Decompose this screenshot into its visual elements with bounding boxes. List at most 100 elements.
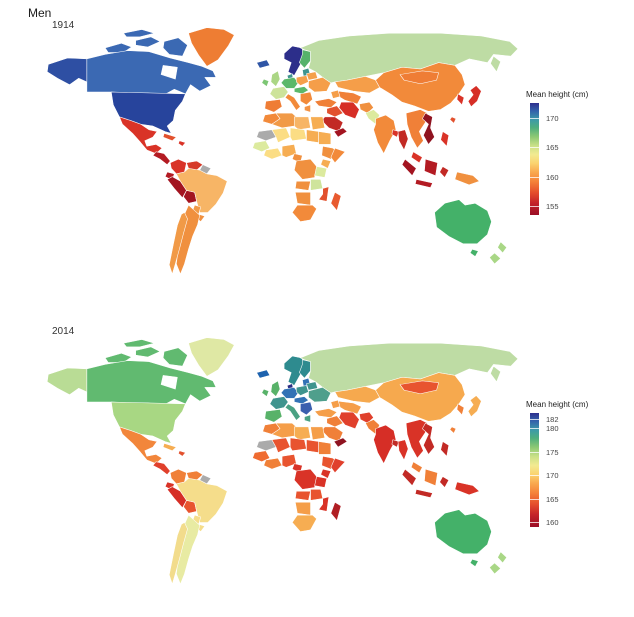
region-greece: [304, 104, 311, 113]
region-arctic3: [162, 347, 188, 367]
legend-tick-mark: [530, 419, 539, 420]
region-arctic2: [135, 36, 161, 48]
region-chile: [168, 522, 188, 585]
region-tasmania: [469, 558, 479, 567]
region-canada: [86, 360, 217, 406]
region-venezuela: [186, 470, 204, 481]
region-italy: [284, 93, 301, 111]
region-somalia: [330, 147, 346, 164]
region-arctic4: [123, 339, 155, 348]
region-drcongo: [293, 158, 317, 180]
region-taiwan: [449, 116, 457, 124]
region-somalia: [330, 457, 346, 474]
region-mexico: [119, 116, 163, 154]
region-namibia: [295, 501, 311, 516]
region-iran: [338, 411, 360, 429]
legend-tick-mark: [530, 206, 539, 207]
region-zambia: [310, 179, 324, 191]
region-australia: [434, 509, 492, 554]
region-borneo: [424, 468, 438, 486]
legend-colorbar-1914: 170 165 160 155: [526, 103, 626, 221]
region-belarus: [306, 71, 318, 81]
region-japan: [467, 395, 482, 417]
region-arctic1: [104, 353, 132, 363]
region-newguinea: [454, 171, 480, 186]
region-venezuela: [186, 160, 204, 171]
region-italy: [284, 403, 301, 421]
region-sulawesi: [439, 476, 450, 488]
region-colombia: [169, 158, 187, 175]
region-china: [375, 372, 466, 422]
region-turkey: [314, 98, 338, 108]
region-mali: [271, 437, 291, 453]
region-philippines: [440, 131, 450, 147]
region-malaysia: [410, 461, 423, 474]
region-sulawesi: [439, 166, 450, 178]
region-caucasus: [330, 399, 341, 409]
region-madagascar: [330, 501, 342, 521]
region-seasia: [405, 109, 428, 149]
region-caucasus: [330, 89, 341, 99]
region-uk: [270, 380, 281, 397]
legend-tick-mark: [530, 522, 539, 523]
region-mexico: [119, 426, 163, 464]
world-map-2014: [46, 337, 519, 585]
region-australia: [434, 199, 492, 244]
region-uk: [270, 70, 281, 87]
region-ghana: [263, 147, 283, 160]
region-myanmar: [397, 129, 409, 151]
region-algeria: [271, 422, 297, 439]
region-yemen: [333, 437, 348, 448]
world-map-1914: [46, 27, 519, 275]
region-namibia: [295, 191, 311, 206]
region-mauritania: [256, 129, 277, 142]
region-france: [269, 396, 289, 410]
region-southafrica: [291, 204, 317, 222]
region-poland: [296, 75, 309, 86]
region-greece: [304, 414, 311, 423]
region-balkans: [300, 91, 313, 106]
legend-tick-mark: [530, 177, 539, 178]
legend-tick-mark: [530, 499, 539, 500]
region-centralam: [152, 461, 171, 475]
region-egypt: [310, 426, 326, 440]
region-seasia: [405, 419, 428, 459]
region-madagascar: [330, 191, 342, 211]
region-bangladesh: [391, 439, 400, 448]
legend-tick-mark: [530, 428, 539, 429]
legend-tick-mark: [530, 147, 539, 148]
region-sudan: [318, 131, 332, 145]
legend-tick-label: 182: [546, 415, 559, 424]
region-nz: [489, 551, 508, 575]
region-chad: [306, 129, 319, 143]
region-niger: [289, 437, 307, 452]
region-cuba: [162, 133, 177, 142]
region-kenya: [320, 468, 332, 479]
region-libya: [293, 116, 311, 130]
region-brazil: [176, 478, 228, 523]
region-algeria: [271, 112, 297, 129]
region-arctic1: [104, 43, 132, 53]
legend-tick-label: 180: [546, 424, 559, 433]
region-belarus: [306, 381, 318, 391]
region-kenya: [320, 158, 332, 169]
region-syriairaq: [326, 415, 344, 428]
region-alaska: [46, 367, 88, 395]
legend-tick-label: 175: [546, 448, 559, 457]
region-yemen: [333, 127, 348, 138]
region-southafrica: [291, 514, 317, 532]
region-malaysia: [410, 151, 423, 164]
legend-2014: Mean height (cm) 182 180 175 170 165 160: [526, 400, 626, 533]
region-ireland: [261, 78, 270, 87]
legend-tick-mark: [530, 452, 539, 453]
region-chad: [306, 439, 319, 453]
region-arctic3: [162, 37, 188, 57]
region-india: [373, 424, 397, 464]
region-china: [375, 62, 466, 112]
region-centralam: [152, 151, 171, 165]
region-afghanistan: [359, 101, 374, 114]
region-iceland: [256, 369, 271, 379]
legend-tick-label: 155: [546, 202, 559, 211]
region-iceland: [256, 59, 271, 69]
